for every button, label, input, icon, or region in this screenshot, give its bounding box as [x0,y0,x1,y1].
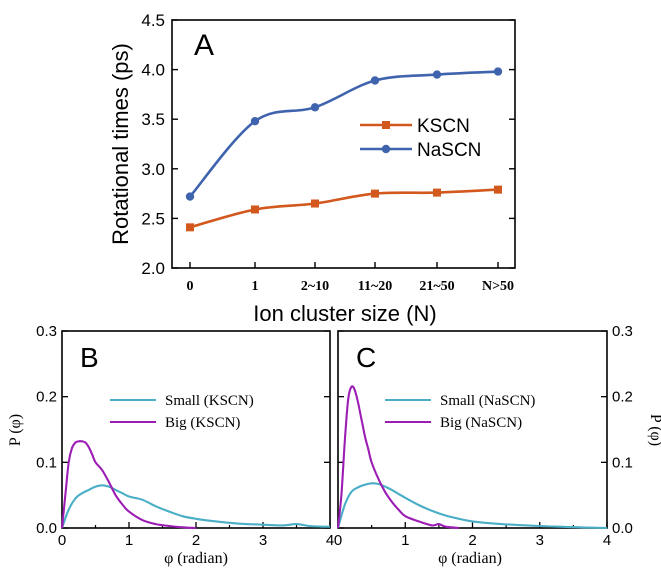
x-tick-label: 1 [401,532,409,549]
x-tick-label: 3 [259,532,267,549]
x-tick-label: 3 [536,532,544,549]
y-tick-label: 0.3 [36,323,57,340]
y-tick-label: 0.3 [612,323,633,340]
data-point [494,185,502,194]
y-tick-label: 0.1 [36,454,57,471]
panel-c-axes: 0 1 2 3 40.0 0.1 0.2 0.3 [334,323,633,549]
data-point [370,76,380,85]
y-tick-label: 2.5 [141,209,165,228]
panel-c-series [336,385,608,530]
legend-label: KSCN [417,116,470,137]
series-line [336,385,460,530]
y-tick-label: 0.0 [612,520,633,537]
panel-b-axes: 0 1 2 3 4 0.0 0.1 0.2 0.3 [36,323,334,549]
legend-label: Small (NaSCN) [440,393,535,409]
legend-label: NaSCN [417,140,481,161]
x-tick-label: 21~50 [419,279,454,294]
panel-a-x-axis-label: Ion cluster size (N) [253,301,436,326]
series-line [189,188,499,229]
y-tick-label: 3.0 [141,160,165,179]
data-point [250,116,260,126]
x-tick-label: 0 [334,532,342,549]
panel-a-axes: 2.0 2.5 3.0 3.5 4.0 4.5 0 1 2~10 11~20 21~50 N>50 [141,11,515,294]
series-line [336,482,608,530]
panel-a-y-axis-label: Rotational times (ps) [108,43,133,245]
panel-c-x-axis-label: φ (radian) [438,550,502,567]
panel-b: B 0 1 2 3 4 0.0 0.1 0.2 0.3 Small (KSCN) Big (KSC… [7,323,334,567]
panel-b-label: B [80,342,99,373]
y-tick-label: 0.2 [36,389,57,406]
legend-marker [382,121,390,129]
panel-b-x-axis-label: φ (radian) [164,550,228,567]
panel-a-series [185,67,503,232]
x-tick-label: 2 [468,532,476,549]
data-point [185,192,195,201]
panel-a-label: A [194,29,214,62]
panel-b-y-axis-label: P (φ) [7,414,24,446]
series-line [60,440,197,530]
legend-label: Big (NaSCN) [440,415,522,431]
x-tick-label: 0 [58,532,66,549]
data-point [251,205,259,214]
x-tick-label: 2 [192,532,200,549]
legend-marker [381,144,391,154]
y-tick-label: 2.0 [141,259,165,278]
y-tick-label: 3.5 [141,110,165,129]
x-tick-label: 4 [326,532,334,549]
data-point [433,188,441,197]
x-tick-label: 2~10 [301,279,329,294]
y-tick-label: 0.1 [612,454,633,471]
panel-a-plot-frame [171,19,516,269]
data-point [310,103,320,112]
legend-label: Big (KSCN) [165,415,240,431]
x-tick-label: N>50 [482,279,514,294]
y-tick-label: 4.5 [141,11,165,30]
x-tick-label: 4 [603,532,611,549]
x-tick-label: 1 [252,279,259,294]
legend-label: Small (KSCN) [165,393,254,409]
y-tick-label: 0.2 [612,389,633,406]
panel-a-legend: KSCN NaSCN [360,116,481,161]
data-point [493,67,503,76]
panel-c-y-axis-label: P (φ) [647,414,661,446]
data-point [186,223,194,232]
x-tick-label: 0 [187,279,194,294]
data-point [432,70,442,79]
panel-a: A 2.0 2.5 3.0 3.5 4.0 4.5 0 1 2~10 11~20 21~50 N>50… [108,11,516,326]
x-tick-label: 1 [125,532,133,549]
panel-c-legend: Small (NaSCN) Big (NaSCN) [385,393,535,431]
panel-c: C 0 1 2 3 40.0 0.1 0.2 0.3 Small (NaSCN) Big (Na… [334,323,661,567]
x-tick-label: 11~20 [358,279,393,294]
panel-c-label: C [356,342,376,373]
series-line [61,484,331,529]
panel-b-series [60,440,331,530]
panel-b-legend: Small (KSCN) Big (KSCN) [110,393,254,431]
data-point [311,199,319,208]
y-tick-label: 0.0 [36,520,57,537]
y-tick-label: 4.0 [141,61,165,80]
data-point [371,189,379,198]
